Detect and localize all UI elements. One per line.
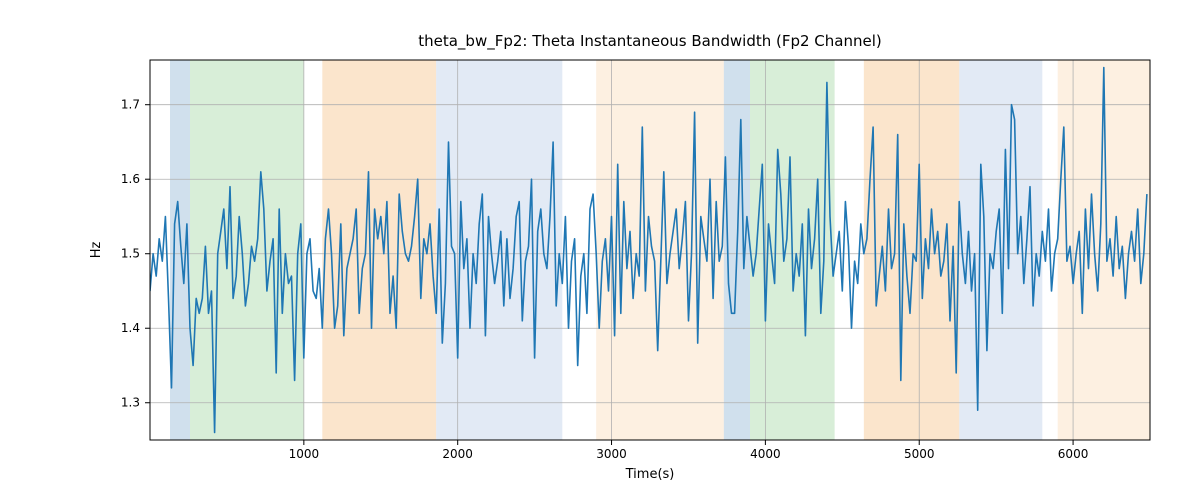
x-tick-label: 4000 (750, 447, 781, 461)
region-1 (190, 60, 304, 440)
x-axis-label: Time(s) (625, 467, 675, 482)
chart-title: theta_bw_Fp2: Theta Instantaneous Bandwi… (418, 32, 882, 51)
x-tick-label: 2000 (442, 447, 473, 461)
y-axis-label: Hz (89, 242, 104, 259)
x-tick-label: 3000 (596, 447, 627, 461)
x-tick-label: 6000 (1058, 447, 1089, 461)
time-series-chart: 1000 2000 3000 4000 5000 6000 1.3 1.4 1.5 1.6 1.7 T… (0, 0, 1200, 500)
x-tick-label: 1000 (289, 447, 320, 461)
y-tick-label: 1.6 (121, 172, 140, 186)
y-tick-label: 1.3 (121, 396, 140, 410)
chart-container: 1000 2000 3000 4000 5000 6000 1.3 1.4 1.5 1.6 1.7 T… (0, 0, 1200, 500)
y-tick-label: 1.4 (121, 321, 140, 335)
y-tick-label: 1.5 (121, 247, 140, 261)
x-tick-label: 5000 (904, 447, 935, 461)
y-tick-label: 1.7 (121, 98, 140, 112)
